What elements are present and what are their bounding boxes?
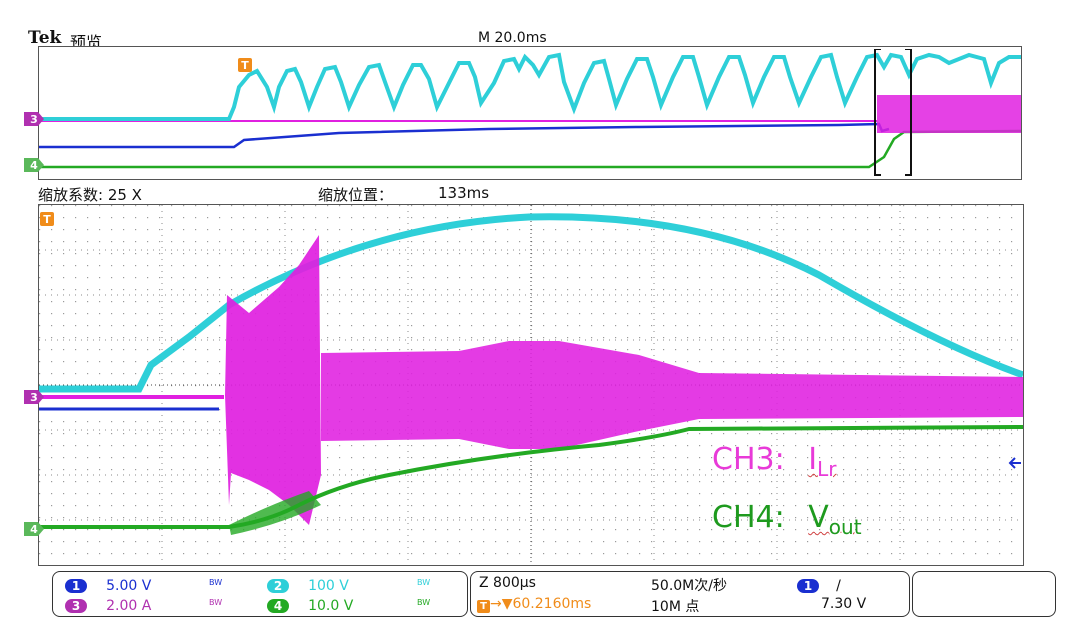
trigger-position: T →▼60.2160ms bbox=[477, 596, 591, 613]
ch2-scale: 100 V bbox=[308, 578, 349, 594]
ch4-settings[interactable]: 4 10.0 V bbox=[267, 595, 353, 614]
ch2-settings[interactable]: 2 100 V bbox=[267, 575, 349, 594]
ch1-settings[interactable]: 1 5.00 V bbox=[65, 575, 151, 594]
annotation-ch3-sub: Lr bbox=[817, 457, 837, 481]
vertical-settings-box[interactable]: 1 5.00 V BW 2 100 V BW 3 2.00 A BW 4 10.… bbox=[52, 571, 468, 617]
ch4-scale: 10.0 V bbox=[308, 598, 354, 614]
zoom-time-label: Z 800µs bbox=[479, 575, 536, 591]
overview-ch3-marker[interactable]: 3 bbox=[24, 112, 44, 126]
horizontal-trigger-box[interactable]: Z 800µs T →▼60.2160ms 50.0M次/秒 10M 点 1 / … bbox=[470, 571, 910, 617]
ch3-badge[interactable]: 3 bbox=[65, 599, 87, 613]
brand-logo: Tek bbox=[28, 28, 62, 48]
zoom-ch4-marker[interactable]: 4 bbox=[24, 522, 44, 536]
annotation-ch3-signal: I bbox=[808, 442, 818, 477]
overview-trigger-marker[interactable]: T bbox=[238, 58, 252, 72]
ch3-settings[interactable]: 3 2.00 A bbox=[65, 595, 151, 614]
empty-status-box bbox=[912, 571, 1056, 617]
trigger-slope-icon: / bbox=[836, 578, 841, 594]
overview-waveform-panel[interactable] bbox=[38, 46, 1022, 180]
ch4-bw-icon: BW bbox=[417, 598, 431, 607]
trigger-position-value: →▼60.2160ms bbox=[490, 596, 592, 612]
ch2-bw-icon: BW bbox=[417, 578, 431, 587]
trigger-position-marker: T bbox=[477, 600, 490, 613]
zoom-ch3-marker[interactable]: 3 bbox=[24, 390, 44, 404]
trigger-source-badge[interactable]: 1 bbox=[797, 579, 819, 593]
trigger-level-arrow-icon bbox=[1008, 457, 1021, 469]
zoom-window-bracket[interactable] bbox=[873, 49, 913, 177]
annotation-ch4: CH4: Vout bbox=[712, 500, 862, 539]
zoom-waveforms bbox=[39, 205, 1023, 565]
overview-waveforms bbox=[39, 52, 1021, 169]
ch1-scale: 5.00 V bbox=[106, 578, 152, 594]
zoom-trigger-marker[interactable]: T bbox=[40, 212, 54, 226]
overview-ch4-marker[interactable]: 4 bbox=[24, 158, 44, 172]
record-length-label: 10M 点 bbox=[651, 599, 700, 615]
zoom-factor-label: 缩放系数: 25 X bbox=[38, 186, 142, 204]
ch2-badge[interactable]: 2 bbox=[267, 579, 289, 593]
annotation-ch4-label: CH4: bbox=[712, 500, 785, 535]
sample-rate-label: 50.0M次/秒 bbox=[651, 578, 727, 594]
annotation-ch3-label: CH3: bbox=[712, 442, 785, 477]
ch1-badge[interactable]: 1 bbox=[65, 579, 87, 593]
annotation-ch3: CH3: ILr bbox=[712, 442, 836, 481]
annotation-ch4-signal: V bbox=[808, 500, 829, 535]
ch3-scale: 2.00 A bbox=[106, 598, 152, 614]
ch4-badge[interactable]: 4 bbox=[267, 599, 289, 613]
ch3-bw-icon: BW bbox=[209, 598, 223, 607]
zoom-position-label: 缩放位置： bbox=[318, 186, 394, 204]
annotation-ch4-sub: out bbox=[828, 515, 862, 539]
zoom-waveform-panel[interactable] bbox=[38, 204, 1024, 566]
trigger-source[interactable]: 1 / bbox=[797, 575, 841, 594]
zoom-position-value: 133ms bbox=[438, 184, 490, 202]
trigger-level-label: 7.30 V bbox=[821, 596, 867, 612]
ch1-bw-icon: BW bbox=[209, 578, 223, 587]
timebase-label: M 20.0ms bbox=[478, 30, 547, 46]
